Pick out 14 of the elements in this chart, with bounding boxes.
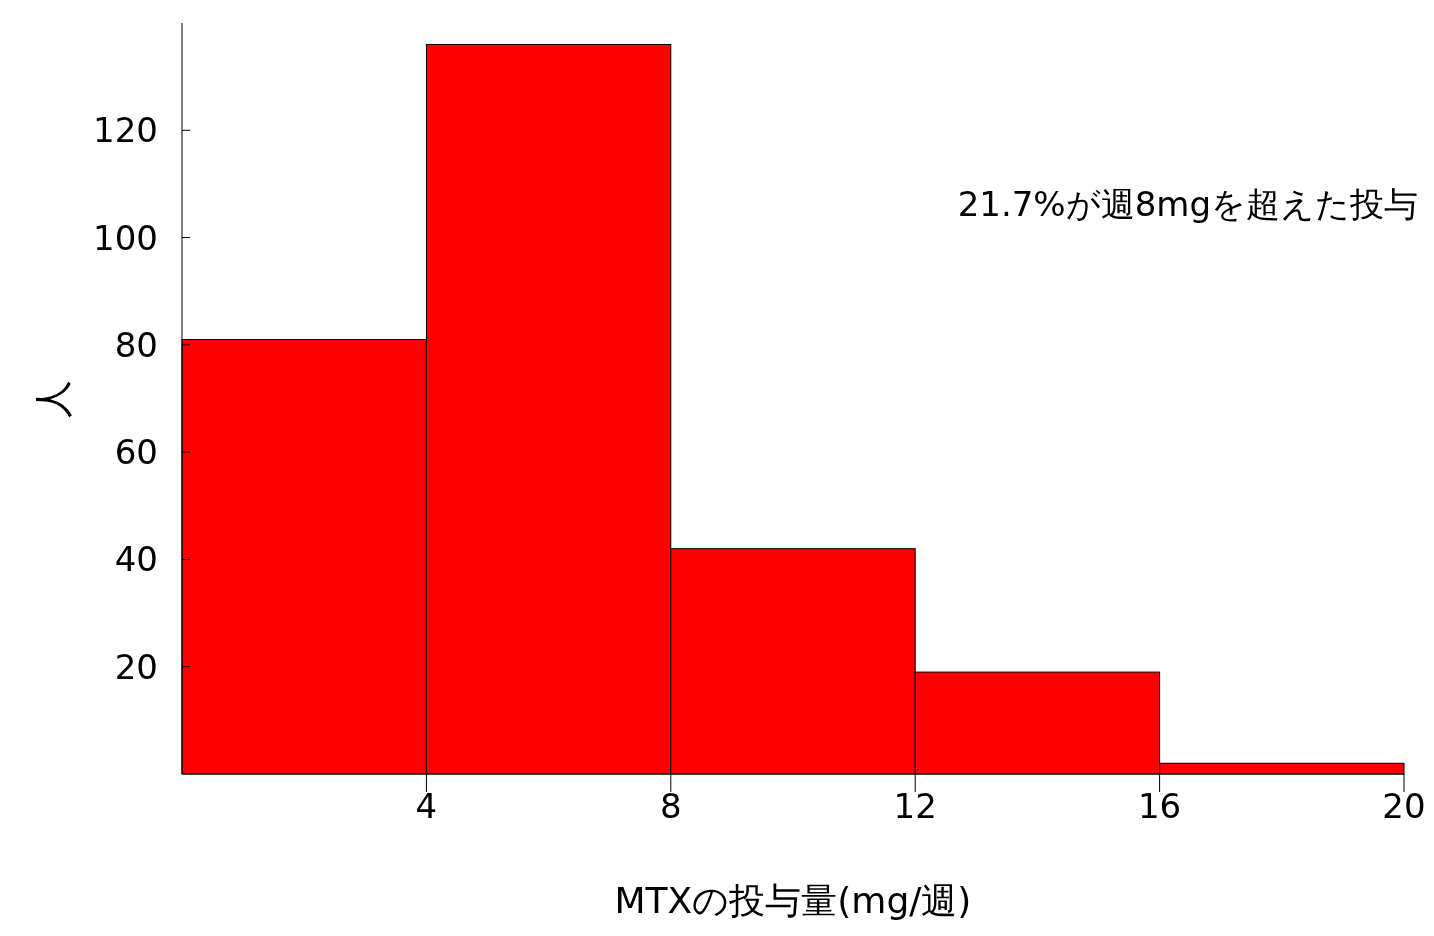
y-tick-label: 40 — [114, 539, 158, 580]
x-tick-label: 20 — [1382, 786, 1426, 826]
y-tick-label: 100 — [93, 217, 158, 258]
x-tick-label: 12 — [893, 786, 937, 826]
y-tick-label: 20 — [114, 646, 158, 687]
x-tick-label: 16 — [1137, 786, 1182, 826]
x-tick-label: 4 — [415, 786, 438, 826]
y-tick-label: 60 — [114, 432, 158, 473]
y-tick-label: 80 — [114, 324, 158, 365]
x-axis-title: MTXの投与量(mg/週) — [614, 880, 972, 921]
annotation: 21.7%が週8mgを超えた投与 — [957, 184, 1418, 224]
y-tick-label: 120 — [93, 110, 158, 151]
x-tick-label: 8 — [659, 786, 682, 826]
y-axis-title: 人 — [31, 379, 75, 418]
